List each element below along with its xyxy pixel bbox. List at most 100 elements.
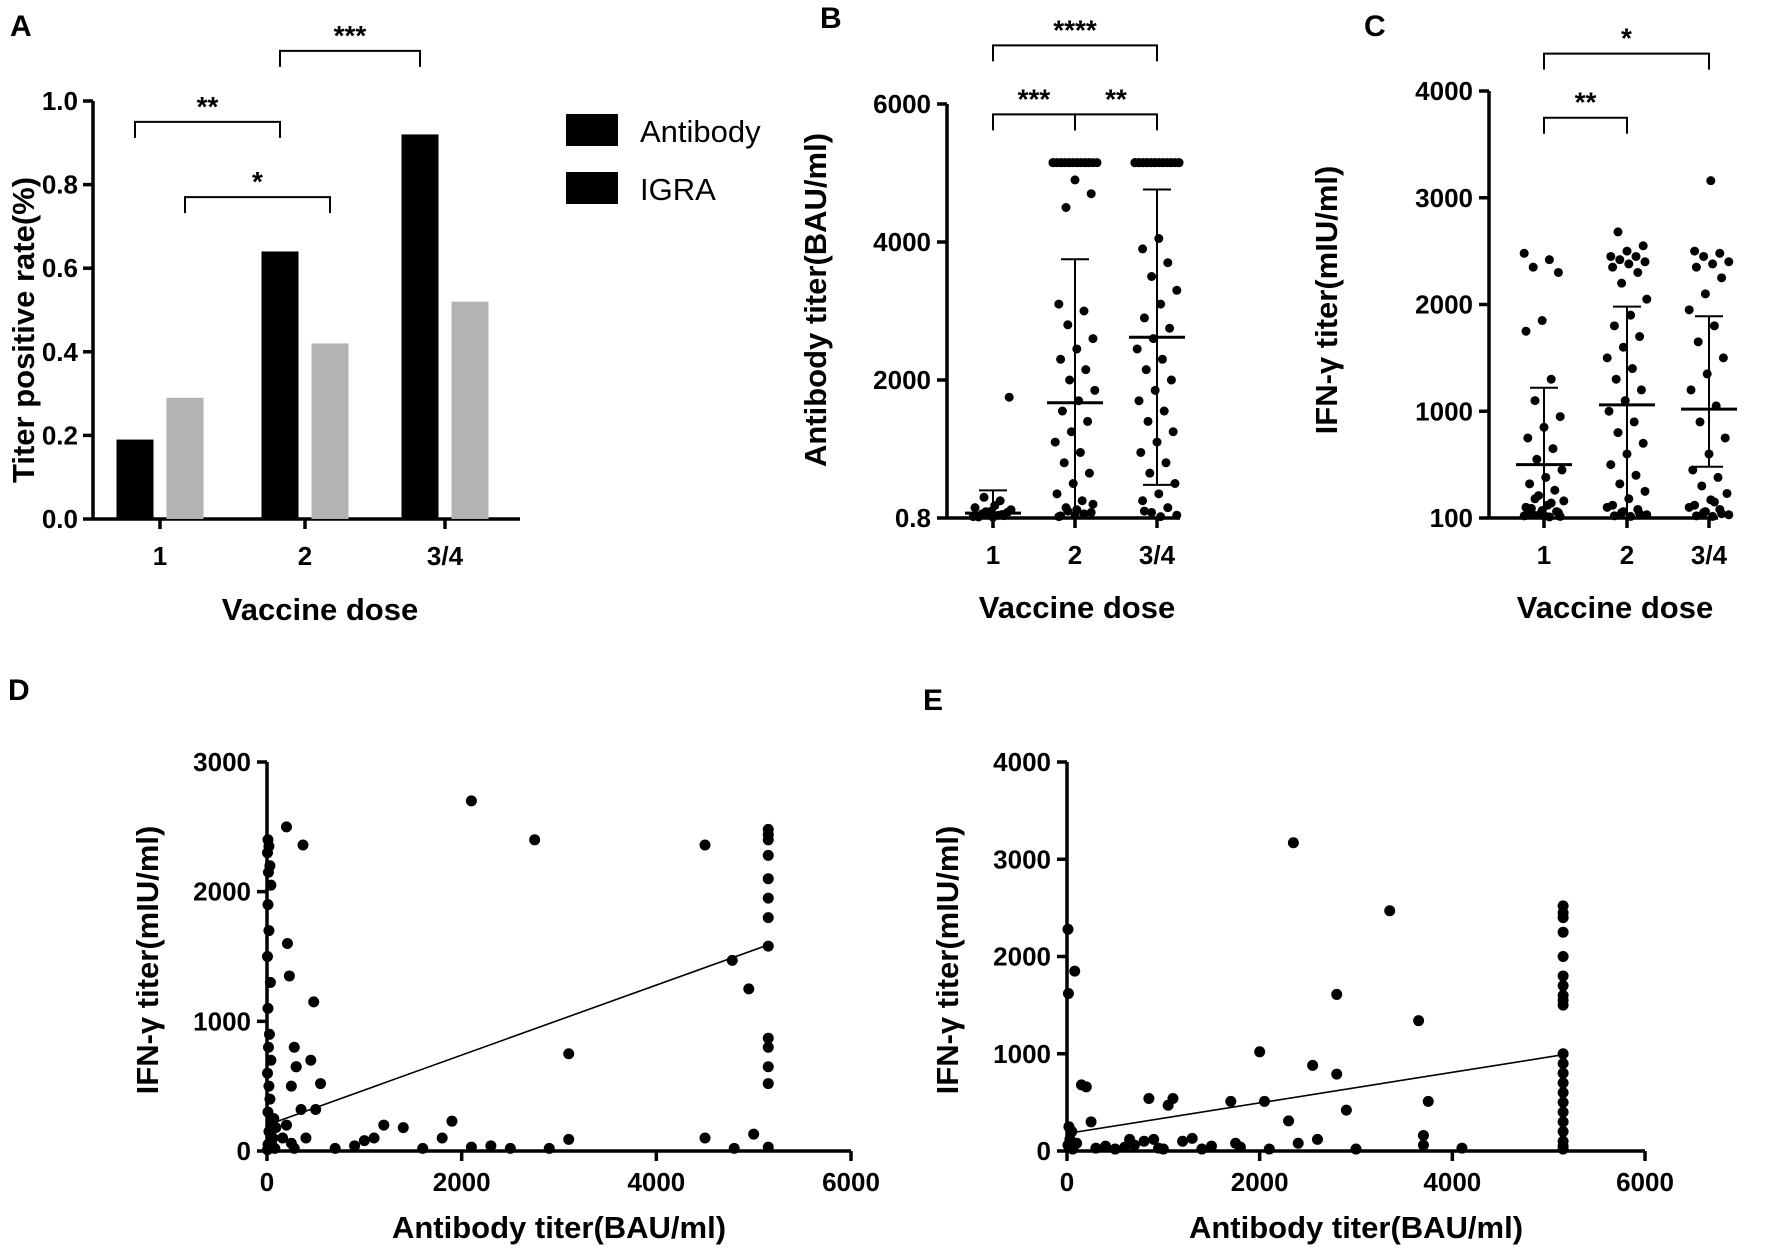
- chart-b-point-2-26: [1147, 507, 1157, 517]
- chart-b-point-2-17: [1168, 427, 1178, 437]
- chart-b-point-2-2: [1163, 258, 1173, 268]
- chart-d-point-43: [315, 1078, 327, 1090]
- chart-d-point-63: [699, 839, 711, 851]
- chart-c-point-2-1: [1690, 246, 1700, 256]
- chart-b-point-2-9: [1132, 344, 1142, 354]
- chart-c-sig-bracket-0-label: **: [1575, 87, 1597, 118]
- chart-c-point-2-5: [1708, 259, 1718, 269]
- chart-e-point-59: [1557, 999, 1569, 1011]
- chart-c-ytick-label-2: 2000: [1415, 290, 1473, 320]
- chart-e-point-38: [1307, 1059, 1319, 1071]
- chart-c-point-1-26: [1606, 460, 1616, 470]
- chart-e-point-68: [1557, 1126, 1569, 1138]
- chart-c-point-1-35: [1626, 511, 1636, 521]
- chart-d-point-77: [762, 1032, 774, 1044]
- chart-d-point-5: [265, 879, 277, 891]
- chart-c-point-2-6: [1691, 262, 1701, 272]
- chart-e-point-22: [1157, 1143, 1169, 1155]
- chart-c-point-2-2: [1715, 248, 1725, 258]
- chart-d-xtick-label-2: 4000: [627, 1167, 685, 1197]
- panel-label-a: A: [10, 10, 32, 43]
- chart-c-point-2-12: [1718, 353, 1728, 363]
- chart-a-ytick-label-0: 0.0: [42, 504, 78, 534]
- chart-e-point-43: [1350, 1143, 1362, 1155]
- panel-label-c: C: [1364, 10, 1386, 43]
- chart-c-point-0-14: [1541, 472, 1551, 482]
- chart-c-point-2-14: [1686, 385, 1696, 395]
- chart-e-regression-line: [1066, 1053, 1564, 1135]
- chart-c-point-2-29: [1691, 511, 1701, 521]
- chart-c-point-1-4: [1631, 251, 1641, 261]
- chart-b-point-2-10: [1157, 354, 1167, 364]
- chart-d-point-15: [263, 1080, 275, 1092]
- chart-d-point-34: [285, 1080, 297, 1092]
- chart-c-point-1-16: [1602, 353, 1612, 363]
- chart-c-point-2-33: [1709, 497, 1719, 507]
- chart-c-ytick-label-4: 4000: [1415, 76, 1473, 106]
- chart-d-point-12: [262, 1041, 274, 1053]
- chart-b-ceiling-point-2-29: [1150, 158, 1160, 168]
- chart-c-point-0-4: [1537, 316, 1547, 326]
- chart-a-ytick-label-5: 1.0: [42, 86, 78, 116]
- chart-e-point-66: [1557, 1106, 1569, 1118]
- chart-c-xtick-label-1: 2: [1620, 540, 1634, 570]
- chart-c-point-2-30: [1717, 509, 1727, 519]
- panel-label-d: D: [8, 674, 30, 707]
- chart-e-point-47: [1417, 1129, 1429, 1141]
- chart-b-sig-bracket-2-label: ****: [1053, 14, 1097, 45]
- chart-e-point-2: [1069, 965, 1081, 977]
- chart-d-point-59: [563, 1133, 575, 1145]
- chart-c-xlabel: Vaccine dose: [1517, 590, 1713, 625]
- chart-b-xtick-label-1: 2: [1068, 540, 1082, 570]
- chart-c-point-2-16: [1695, 417, 1705, 427]
- chart-c-point-1-34: [1642, 510, 1652, 520]
- chart-d: IFN-γ titer(mIU/ml) Antibody titer(BAU/m…: [130, 747, 880, 1245]
- chart-a-sig-bracket-0-line: [134, 120, 281, 138]
- chart-d-point-71: [762, 834, 774, 846]
- chart-e-point-32: [1254, 1046, 1266, 1058]
- chart-d-point-64: [699, 1132, 711, 1144]
- bar-igra-1: [311, 343, 349, 519]
- chart-c-point-1-29: [1640, 486, 1650, 496]
- chart-e-point-20: [1148, 1133, 1160, 1145]
- chart-b-point-2-6: [1139, 313, 1149, 323]
- chart-a-ytick-label-3: 0.6: [42, 253, 78, 283]
- chart-c-point-0-3: [1553, 267, 1563, 277]
- chart-b-point-1-14: [1083, 416, 1093, 426]
- chart-c-point-1-2: [1622, 246, 1632, 256]
- chart-d-point-39: [290, 1061, 302, 1073]
- chart-c-point-1-27: [1631, 470, 1641, 480]
- chart-d-point-73: [762, 873, 774, 885]
- chart-c-point-1-9: [1633, 267, 1643, 277]
- chart-c-point-2-17: [1720, 433, 1730, 443]
- chart-b-ytick-label-3: 6000: [873, 89, 931, 119]
- chart-d-ylabel: IFN-γ titer(mIU/ml): [130, 826, 165, 1095]
- chart-b-point-1-2: [1070, 175, 1080, 185]
- chart-e-point-55: [1557, 970, 1569, 982]
- chart-e-point-11: [1071, 1137, 1083, 1149]
- chart-c-point-1-23: [1613, 428, 1623, 438]
- chart-b-point-1-17: [1075, 447, 1085, 457]
- chart-b-point-0-15: [974, 512, 984, 522]
- chart-d-point-25: [265, 1136, 277, 1148]
- chart-b-ytick-label-1: 2000: [873, 365, 931, 395]
- panel-label-b: B: [820, 2, 842, 35]
- chart-b-point-1-29: [1088, 499, 1098, 509]
- chart-b-sig-bracket-1-line: [1074, 113, 1158, 131]
- chart-a-ylabel: Titer positive rate(%): [6, 177, 41, 483]
- chart-b-point-1-11: [1090, 385, 1100, 395]
- chart-b-point-1-4: [1079, 306, 1089, 316]
- chart-b-point-2-20: [1161, 458, 1171, 468]
- chart-e-point-48: [1422, 1095, 1434, 1107]
- chart-d-point-61: [529, 834, 541, 846]
- chart-c-point-1-12: [1626, 310, 1636, 320]
- chart-b-sig-bracket-0-line: [992, 113, 1076, 131]
- chart-e-point-71: [1557, 1143, 1569, 1155]
- chart-a: Titer positive rate(%) Vaccine dose Anti…: [6, 20, 761, 627]
- chart-e-point-64: [1557, 1087, 1569, 1099]
- chart-b-point-2-13: [1150, 385, 1160, 395]
- chart-d-point-75: [762, 912, 774, 924]
- chart-c-point-2-4: [1724, 257, 1734, 267]
- chart-d-point-4: [262, 866, 274, 878]
- chart-c-point-1-7: [1624, 259, 1634, 269]
